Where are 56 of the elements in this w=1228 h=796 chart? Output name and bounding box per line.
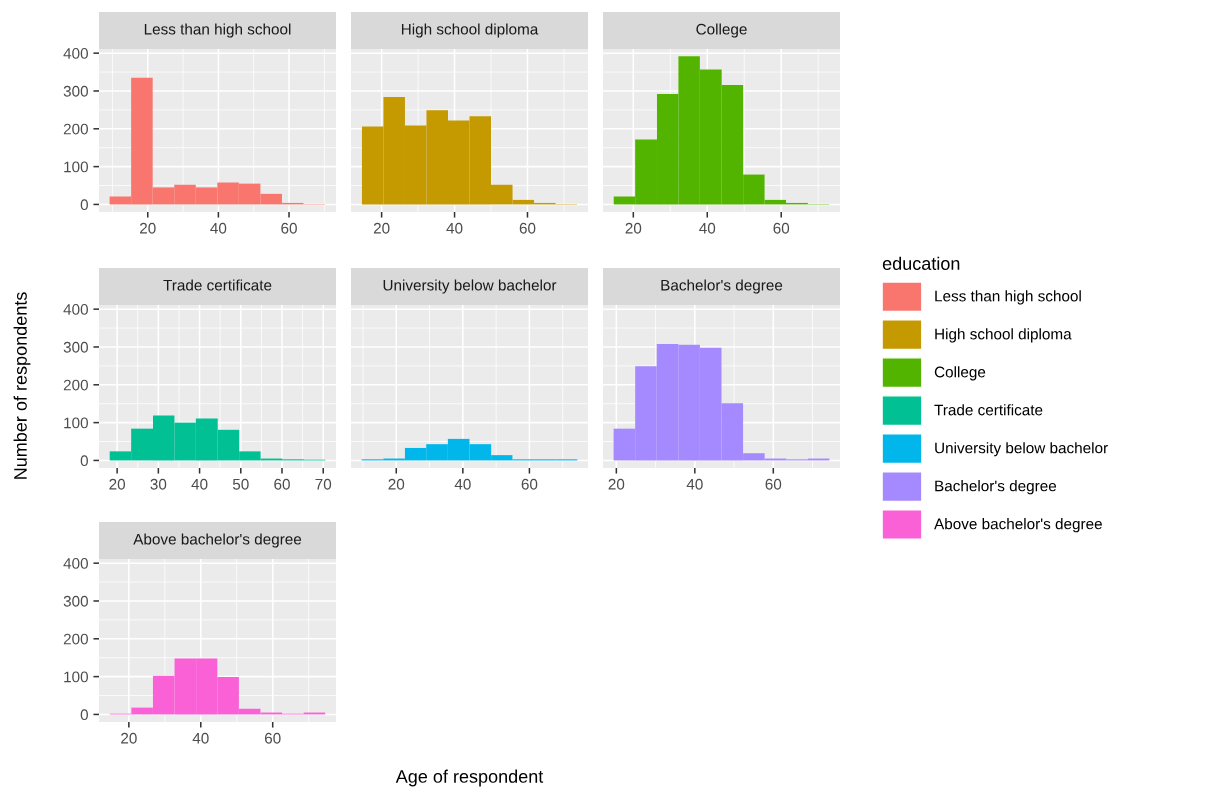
y-tick-label: 300 <box>63 85 88 97</box>
legend-label: High school diploma <box>935 328 1072 343</box>
x-tick-label: 20 <box>388 478 405 490</box>
y-tick-label: 300 <box>63 341 88 353</box>
y-tick-label: 100 <box>64 671 88 683</box>
legend-title: education <box>882 256 960 270</box>
chart-title: Above bachelor's degree <box>133 533 302 548</box>
y-tick-label: 200 <box>63 633 88 645</box>
y-tick-label: 0 <box>80 455 88 467</box>
x-tick-label: 20 <box>140 222 156 234</box>
y-tick-label: 400 <box>63 48 88 59</box>
x-tick-label: 40 <box>699 222 716 234</box>
chart-title: Less than high school <box>144 23 291 38</box>
x-tick-label: 60 <box>521 478 538 490</box>
y-tick-label: 0 <box>80 709 88 721</box>
x-tick-label: 20 <box>608 478 625 490</box>
x-tick-label: 20 <box>121 732 137 744</box>
y-tick-label: 100 <box>64 417 88 429</box>
y-tick-label: 200 <box>63 379 88 391</box>
x-tick-label: 20 <box>625 222 642 234</box>
x-tick-label: 60 <box>519 222 536 234</box>
x-tick-label: 20 <box>373 222 390 234</box>
x-tick-label: 60 <box>281 222 297 234</box>
chart-title: College <box>696 23 747 38</box>
y-tick-label: 400 <box>63 304 88 315</box>
x-tick-label: 60 <box>264 732 281 744</box>
chart-title: High school diploma <box>401 23 539 38</box>
x-tick-label: 60 <box>773 222 790 234</box>
y-tick-label: 200 <box>63 123 88 135</box>
x-tick-label: 40 <box>192 732 209 744</box>
x-tick-label: 40 <box>454 478 471 490</box>
y-tick-label: 100 <box>64 161 88 173</box>
x-tick-label: 70 <box>315 478 332 490</box>
x-tick-label: 40 <box>686 478 703 490</box>
y-tick-label: 0 <box>80 199 88 211</box>
legend-label: Less than high school <box>935 290 1081 305</box>
legend-label: College <box>934 366 986 381</box>
x-tick-label: 50 <box>232 478 249 490</box>
x-tick-label: 40 <box>191 478 208 490</box>
x-tick-label: 30 <box>150 478 167 490</box>
legend-label: Above bachelor's degree <box>934 518 1102 533</box>
chart-title: Trade certificate <box>163 279 272 291</box>
legend-label: University below bachelor <box>935 442 1108 457</box>
y-tick-label: 300 <box>63 595 88 607</box>
chart-title: University below bachelor <box>383 279 557 294</box>
y-axis-title: Number of respondents <box>13 292 31 479</box>
y-tick-label: 400 <box>63 558 88 569</box>
x-tick-label: 60 <box>274 478 290 490</box>
x-tick-label: 40 <box>446 222 463 234</box>
x-axis-title: Age of respondent <box>395 769 544 787</box>
x-tick-label: 60 <box>765 478 782 490</box>
chart-title: Bachelor's degree <box>661 279 783 294</box>
legend-label: Bachelor's degree <box>935 480 1057 495</box>
x-tick-label: 40 <box>210 222 227 234</box>
x-tick-label: 20 <box>109 478 126 490</box>
legend-label: Trade certificate <box>934 404 1043 416</box>
